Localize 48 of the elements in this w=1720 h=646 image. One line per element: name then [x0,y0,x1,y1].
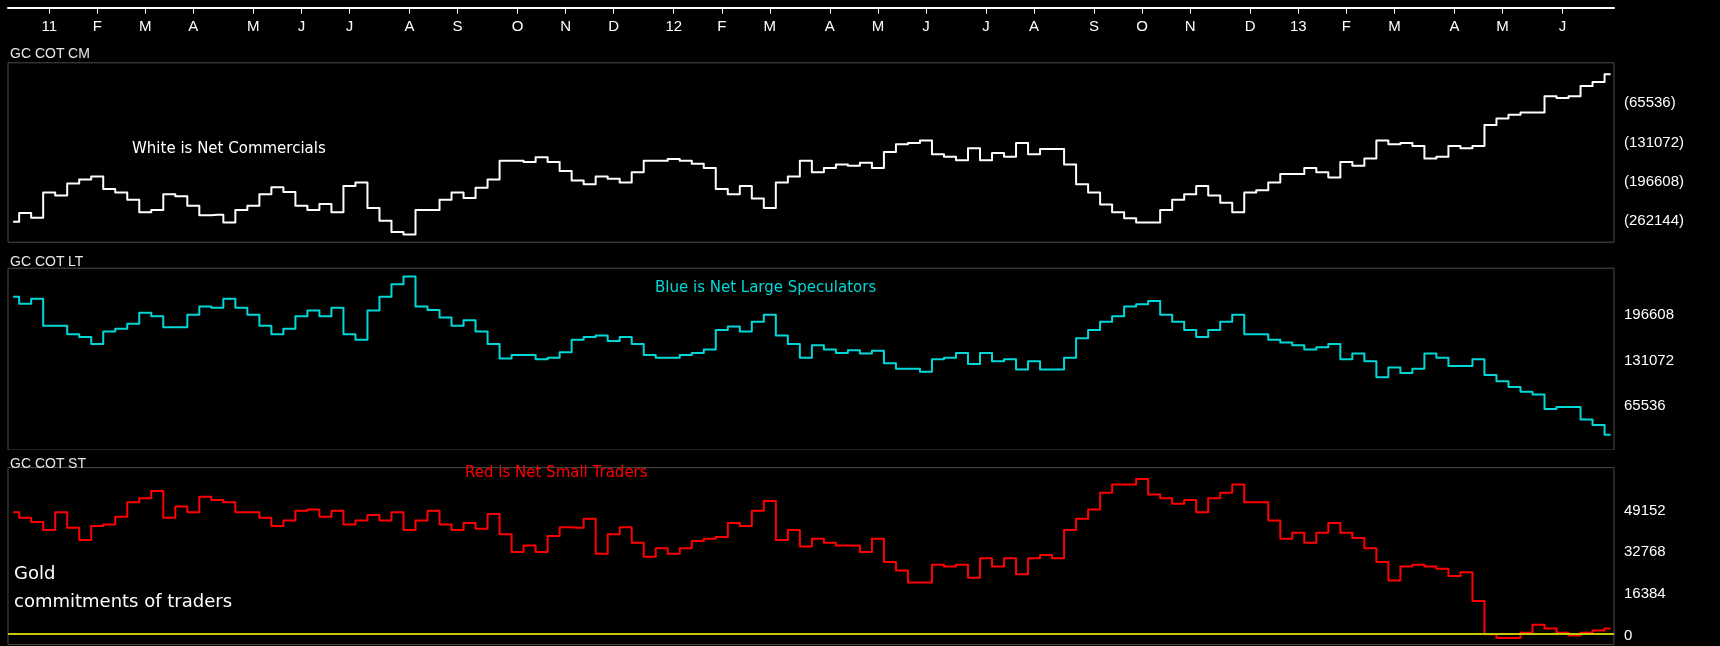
x-tick-label: F [1341,16,1351,34]
annotation: Gold commitments of traders [14,561,233,611]
x-tick-label: A [824,16,835,34]
x-tick-label: 12 [665,16,683,34]
y-tick-label: 0 [1624,625,1633,643]
chart-title: GC COT CM [10,45,90,61]
y-tick-label: 49152 [1624,500,1666,518]
y-tick-label: (131072) [1624,132,1685,150]
y-tick-label: (196608) [1624,171,1685,189]
x-tick-label: A [1449,16,1460,34]
y-tick-label: (65536) [1624,93,1676,111]
x-tick-label: A [404,16,415,34]
x-tick-label: M [139,16,152,34]
x-tick-label: S [1089,16,1100,34]
x-tick-label: S [452,16,463,34]
x-tick-label: J [345,16,354,34]
x-tick-label: N [1184,16,1196,34]
x-tick-label: F [92,16,102,34]
x-tick-label: J [1558,16,1567,34]
x-tick-label: M [763,16,777,34]
x-tick-label: D [1244,16,1256,34]
x-tick-label: M [1388,16,1401,34]
x-tick-label: F [717,16,727,34]
x-tick-label: J [922,16,930,34]
x-tick-label: M [1496,16,1509,34]
x-tick-label: J [297,16,306,34]
x-tick-label: 11 [41,16,57,34]
x-tick-label: M [871,16,885,34]
y-tick-label: 16384 [1624,584,1666,602]
x-tick-label: 13 [1289,16,1307,34]
chart-title: GC COT ST [10,455,87,471]
y-tick-label: 131072 [1624,350,1675,368]
x-tick-label: A [188,16,199,34]
y-tick-label: 65536 [1624,396,1666,414]
x-tick-label: N [560,16,572,34]
x-tick-label: A [1029,16,1040,34]
y-tick-label: 32768 [1624,542,1666,560]
x-tick-label: J [982,16,990,34]
x-tick-label: O [1136,16,1148,34]
text: Red is Net Small Traders [465,462,648,481]
x-tick-label: D [608,16,620,34]
y-tick-label: (262144) [1624,211,1685,229]
x-tick-label: O [511,16,524,34]
text: White is Net Commercials [132,138,326,157]
series-label: Blue is Net Large Speculators [655,277,877,296]
x-tick-label: M [247,16,260,34]
chart-title: GC COT LT [10,253,84,269]
y-tick-label: 196608 [1624,305,1675,323]
